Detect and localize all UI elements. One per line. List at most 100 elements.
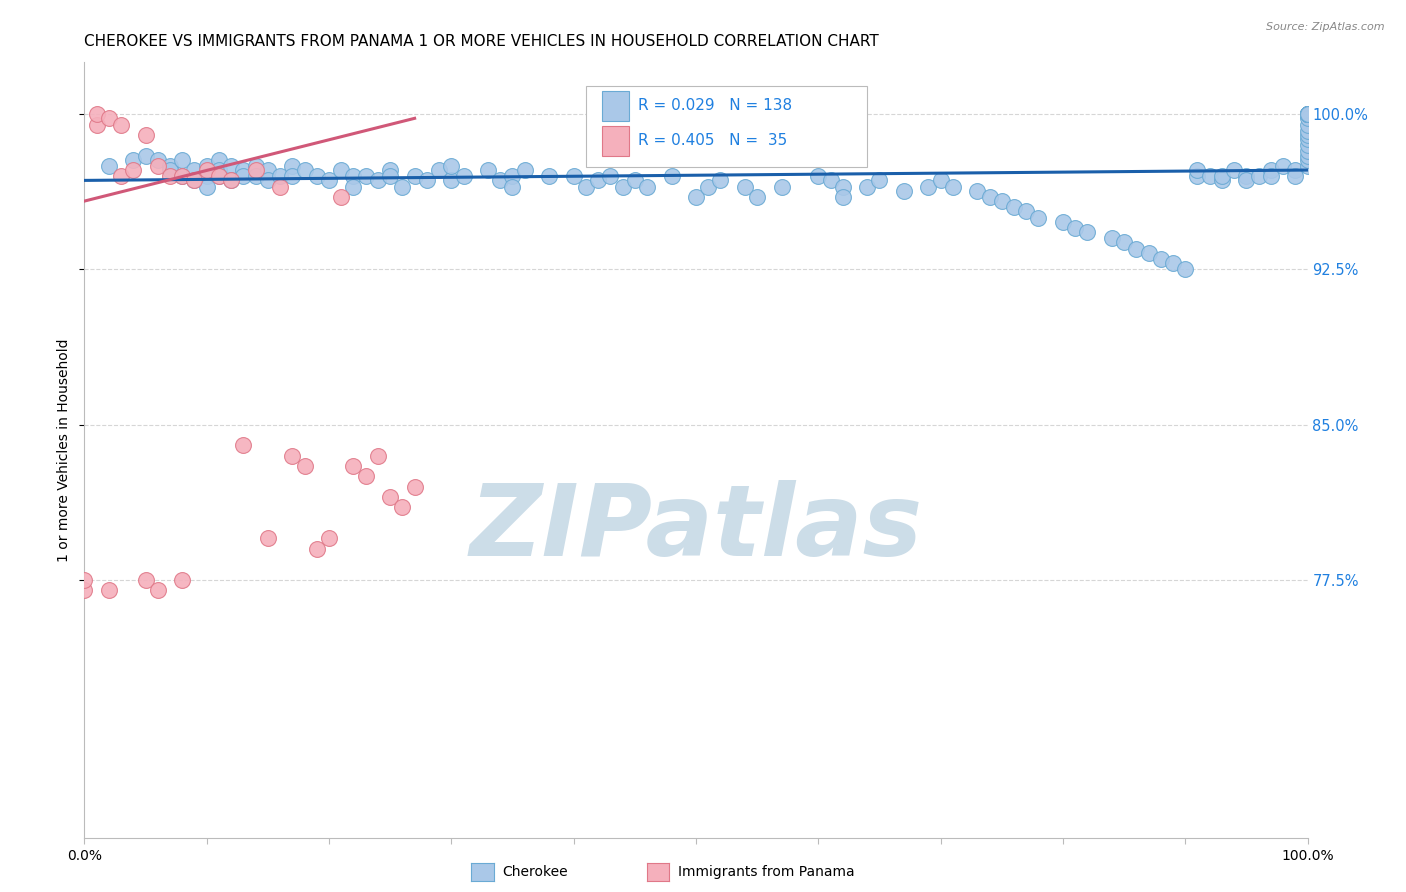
Point <box>1296 107 1319 121</box>
Point <box>1260 163 1282 178</box>
Point <box>1296 128 1319 142</box>
Point <box>146 159 169 173</box>
Point <box>1296 107 1319 121</box>
Point <box>1236 169 1258 184</box>
Point <box>966 184 988 198</box>
Point <box>1296 112 1319 126</box>
Point <box>1296 107 1319 121</box>
Point <box>942 179 965 194</box>
Point <box>318 532 340 546</box>
Point <box>440 173 463 187</box>
Point <box>219 173 242 187</box>
Point <box>391 500 413 515</box>
Point <box>172 169 194 184</box>
Point <box>1296 132 1319 146</box>
Point <box>97 159 120 173</box>
Point <box>856 179 879 194</box>
Point <box>1296 107 1319 121</box>
Point <box>318 173 340 187</box>
Point <box>453 169 475 184</box>
Point <box>135 573 157 587</box>
Point <box>1296 107 1319 121</box>
Point <box>183 163 205 178</box>
Point <box>146 153 169 167</box>
Point <box>342 458 364 473</box>
Point <box>502 179 524 194</box>
Point <box>245 163 267 178</box>
Point <box>770 179 793 194</box>
Point <box>232 438 254 452</box>
Point <box>1137 245 1160 260</box>
Point <box>208 163 231 178</box>
Text: Source: ZipAtlas.com: Source: ZipAtlas.com <box>1267 22 1385 32</box>
Point <box>257 173 280 187</box>
Point <box>404 169 426 184</box>
Point <box>991 194 1014 208</box>
Point <box>219 173 242 187</box>
Point <box>1296 107 1319 121</box>
Point <box>305 169 328 184</box>
Point <box>1296 107 1319 121</box>
Point <box>1223 163 1246 178</box>
Point <box>135 148 157 162</box>
Point <box>305 541 328 556</box>
Point <box>685 190 707 204</box>
Point <box>709 173 731 187</box>
Point <box>342 179 364 194</box>
Point <box>893 184 915 198</box>
Point <box>73 583 96 598</box>
Point <box>354 469 377 483</box>
FancyBboxPatch shape <box>586 86 868 167</box>
Point <box>367 173 389 187</box>
Point <box>1296 107 1319 121</box>
Point <box>404 480 426 494</box>
Point <box>502 169 524 184</box>
Point <box>734 179 756 194</box>
Y-axis label: 1 or more Vehicles in Household: 1 or more Vehicles in Household <box>58 339 72 562</box>
Point <box>427 163 450 178</box>
Point <box>1174 262 1197 277</box>
Point <box>294 458 316 473</box>
Point <box>1296 159 1319 173</box>
Point <box>1296 145 1319 159</box>
Point <box>1296 107 1319 121</box>
Point <box>661 169 683 184</box>
Point <box>219 159 242 173</box>
Point <box>1296 107 1319 121</box>
Point <box>257 163 280 178</box>
Point <box>1101 231 1123 245</box>
Point <box>513 163 536 178</box>
Point <box>269 169 291 184</box>
Point <box>330 190 353 204</box>
Point <box>489 173 512 187</box>
Point <box>1150 252 1173 266</box>
Point <box>1296 107 1319 121</box>
Point <box>1114 235 1136 250</box>
Point <box>232 169 254 184</box>
Point <box>257 532 280 546</box>
Point <box>575 179 598 194</box>
Point <box>1284 169 1306 184</box>
Point <box>269 179 291 194</box>
Point <box>294 163 316 178</box>
Point <box>97 583 120 598</box>
Point <box>1260 169 1282 184</box>
Point <box>1236 173 1258 187</box>
Point <box>1296 107 1319 121</box>
Point <box>416 173 439 187</box>
Point <box>1296 118 1319 132</box>
Point <box>195 163 218 178</box>
Point <box>208 169 231 184</box>
Point <box>831 179 853 194</box>
Point <box>477 163 499 178</box>
Point <box>195 159 218 173</box>
Point <box>1296 107 1319 121</box>
Point <box>1296 107 1319 121</box>
Point <box>110 118 132 132</box>
Point <box>146 583 169 598</box>
Point <box>391 179 413 194</box>
Point <box>159 163 181 178</box>
Point <box>1028 211 1050 225</box>
Point <box>831 190 853 204</box>
Point <box>1064 221 1087 235</box>
